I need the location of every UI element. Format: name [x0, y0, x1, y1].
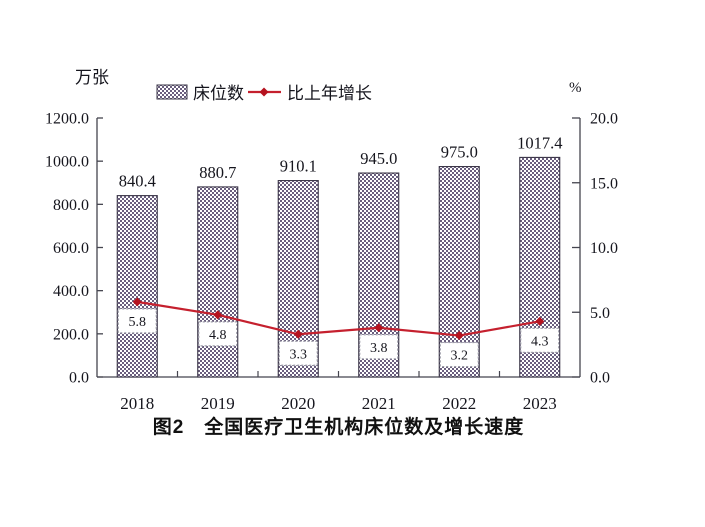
- growth-line-marker: [454, 331, 464, 341]
- legend-bar-label: 床位数: [193, 84, 244, 103]
- growth-value-box: [198, 321, 238, 347]
- left-axis-tick-label: 800.0: [53, 197, 89, 214]
- bar-value-label: 1017.4: [517, 133, 562, 152]
- x-axis-category-label: 2023: [523, 394, 557, 413]
- growth-value-label: 3.2: [451, 349, 469, 364]
- growth-value-label: 5.8: [129, 315, 147, 330]
- growth-value-box: [439, 341, 479, 368]
- bar-2019: [197, 186, 239, 378]
- growth-value-label: 3.3: [290, 347, 308, 362]
- left-axis-tick-label: 200.0: [53, 326, 89, 343]
- growth-line-marker: [535, 316, 545, 326]
- right-axis-tick-label: 0.0: [590, 370, 610, 387]
- growth-line-marker: [293, 329, 303, 339]
- legend-line-label: 比上年增长: [287, 84, 372, 103]
- right-axis-tick-label: 5.0: [590, 305, 610, 322]
- bar-value-label: 840.4: [119, 172, 156, 191]
- right-axis-tick-label: 20.0: [590, 111, 618, 128]
- figure-caption: 图2 全国医疗卫生机构床位数及增长速度: [152, 417, 525, 438]
- growth-line: [137, 300, 540, 337]
- bar-value-label: 975.0: [441, 143, 478, 162]
- left-axis-unit-label: 万张: [75, 68, 109, 87]
- x-axis-category-label: 2020: [281, 394, 315, 413]
- bar-value-label: 910.1: [280, 157, 317, 176]
- x-axis-category-label: 2018: [120, 394, 154, 413]
- left-axis-tick-label: 400.0: [53, 283, 89, 300]
- growth-value-box: [520, 327, 560, 353]
- growth-value-box: [117, 308, 157, 334]
- bar-2018: [116, 195, 158, 378]
- growth-value-label: 4.3: [531, 334, 549, 349]
- legend-line-marker-icon: [259, 87, 269, 97]
- legend-bar-swatch: [156, 84, 188, 100]
- x-axis-category-label: 2021: [362, 394, 396, 413]
- right-axis-tick-label: 10.0: [590, 240, 618, 257]
- growth-line-marker: [213, 310, 223, 320]
- growth-value-label: 3.8: [370, 341, 388, 356]
- left-axis-tick-label: 600.0: [53, 240, 89, 257]
- growth-line-marker: [374, 323, 384, 333]
- left-axis-tick-label: 1200.0: [45, 111, 89, 128]
- x-axis-category-label: 2019: [201, 394, 235, 413]
- growth-value-label: 4.8: [209, 328, 227, 343]
- left-axis-tick-label: 0.0: [69, 370, 89, 387]
- right-axis-unit-label: %: [569, 80, 582, 96]
- growth-value-box: [359, 334, 399, 360]
- right-axis-tick-label: 15.0: [590, 175, 618, 192]
- left-axis-tick-label: 1000.0: [45, 154, 89, 171]
- beds-and-growth-combo-chart: 0.0 200.0 400.0 600.0 800.0 1000.0 1200.0 0.0 5.…: [45, 68, 618, 413]
- x-axis-category-label: 2022: [442, 394, 476, 413]
- growth-value-box: [278, 340, 318, 366]
- growth-line-marker: [132, 297, 142, 307]
- bar-value-label: 880.7: [199, 163, 236, 182]
- bar-value-label: 945.0: [360, 149, 397, 168]
- bar-2022: [438, 166, 480, 378]
